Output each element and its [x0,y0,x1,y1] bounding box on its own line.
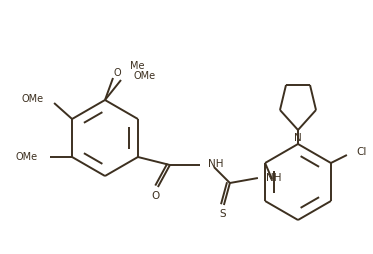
Text: O: O [152,191,160,201]
Text: O: O [113,68,121,78]
Text: NH: NH [266,173,281,183]
Text: NH: NH [208,159,223,169]
Text: OMe: OMe [22,94,44,104]
Text: Me: Me [130,61,144,71]
Text: OMe: OMe [133,71,155,81]
Text: S: S [220,209,226,219]
Text: OMe: OMe [16,152,38,162]
Text: Cl: Cl [356,147,366,157]
Text: N: N [294,133,302,143]
